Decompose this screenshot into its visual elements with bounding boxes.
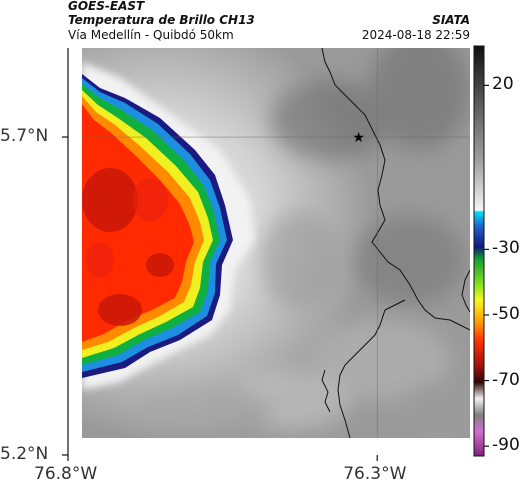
location-label: Vía Medellín - Quibdó 50km (68, 28, 234, 42)
axis-ticks (62, 136, 378, 461)
cold-cloud-region (82, 62, 255, 390)
lon-tick-label: 76.8°W (34, 464, 98, 484)
colorbar-tick-label: -70 (492, 369, 520, 390)
datetime-label: 2024-08-18 22:59 (361, 28, 470, 42)
satellite-image (82, 48, 470, 438)
location-star-icon: ★ (352, 130, 365, 146)
border-lines (321, 48, 470, 438)
satellite-name: GOES-EAST (68, 0, 145, 13)
lat-tick-label: 5.7°N (0, 126, 49, 147)
grid-lines (82, 48, 470, 438)
colorbar-tick-label: -30 (492, 238, 520, 259)
colorbar-tick-label: 20 (492, 74, 514, 95)
product-title: Temperatura de Brillo CH13 (68, 13, 255, 27)
agency-label: SIATA (432, 13, 470, 27)
lat-tick-label: 5.2°N (0, 444, 49, 464)
colorbar-ramp (473, 45, 485, 457)
lon-tick-label: 76.3°W (343, 464, 407, 484)
colorbar (473, 45, 489, 457)
colorbar-tick-label: -90 (492, 435, 520, 456)
colorbar-tick-label: -50 (492, 303, 520, 324)
